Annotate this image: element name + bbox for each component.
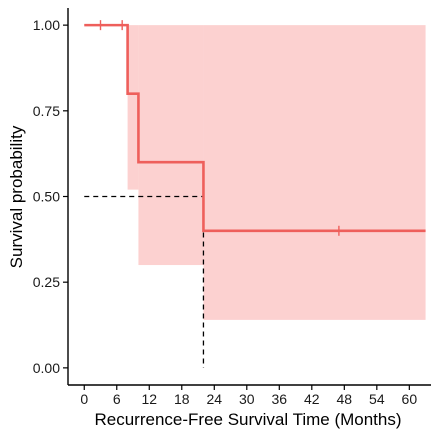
survival-curve (84, 23, 426, 233)
x-tick-label-0: 0 (80, 391, 88, 407)
x-tick-label-9: 54 (369, 391, 385, 407)
survival-curve-group (84, 23, 426, 233)
x-tick-label-8: 48 (337, 391, 353, 407)
y-tick-label-4: 1.00 (33, 17, 60, 33)
ci-band-segment-1 (138, 25, 204, 266)
x-tick-label-10: 60 (402, 391, 418, 407)
y-tick-label-1: 0.25 (33, 274, 60, 290)
y-tick-label-0: 0.00 (33, 360, 60, 376)
y-tick-label-3: 0.75 (33, 103, 60, 119)
x-tick-label-4: 24 (206, 391, 222, 407)
x-tick-label-6: 36 (272, 391, 288, 407)
x-tick-label-7: 42 (304, 391, 320, 407)
x-tick-label-3: 18 (174, 391, 190, 407)
ci-band-segment-2 (203, 25, 426, 320)
axes-group: 0 6 12 18 24 30 36 42 48 54 60 0.00 0.25 0.50 0.75 1.00 (33, 8, 431, 407)
y-tick-label-2: 0.50 (33, 189, 60, 205)
y-axis-title: Survival probability (7, 125, 26, 268)
ci-band-segment-0 (127, 25, 139, 190)
x-tick-label-5: 30 (239, 391, 255, 407)
x-tick-label-2: 12 (141, 391, 157, 407)
x-axis-title: Recurrence-Free Survival Time (Months) (94, 410, 401, 429)
censor-marks-group (99, 20, 340, 236)
x-tick-label-1: 6 (113, 391, 121, 407)
ci-band-group (127, 25, 426, 320)
